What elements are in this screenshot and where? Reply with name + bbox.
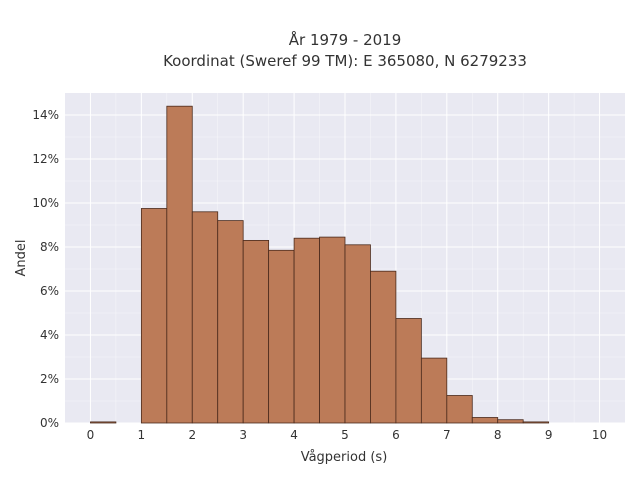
x-tick-label: 7 <box>443 428 451 442</box>
y-axis-label: Andel <box>14 240 29 277</box>
x-tick-label: 8 <box>494 428 502 442</box>
x-tick-label: 2 <box>188 428 196 442</box>
histogram-bar <box>471 417 499 424</box>
histogram-bar <box>293 237 320 424</box>
histogram-bar <box>140 208 168 424</box>
x-tick-label: 1 <box>138 428 146 442</box>
histogram-bar <box>370 270 397 424</box>
x-tick-label: 10 <box>592 428 607 442</box>
histogram-bar <box>395 318 422 424</box>
histogram-bar <box>319 236 346 424</box>
y-tick-label: 10% <box>32 196 59 210</box>
y-tick-label: 12% <box>32 152 59 166</box>
x-tick-label: 0 <box>87 428 95 442</box>
x-tick-label: 3 <box>239 428 247 442</box>
histogram-bar <box>191 211 219 424</box>
x-axis-label: Vågperiod (s) <box>301 450 388 465</box>
histogram-bar <box>497 419 524 424</box>
histogram-bar <box>217 220 244 424</box>
histogram-bar <box>420 357 448 424</box>
y-tick-label: 4% <box>40 328 59 342</box>
y-tick-label: 0% <box>40 416 59 430</box>
y-tick-label: 6% <box>40 284 59 298</box>
x-tick-label: 9 <box>545 428 553 442</box>
chart-title-line1: År 1979 - 2019 <box>289 30 402 49</box>
y-tick-label: 14% <box>32 108 59 122</box>
x-tick-label: 5 <box>341 428 349 442</box>
histogram-bar <box>242 239 270 424</box>
x-tick-label: 6 <box>392 428 400 442</box>
y-tick-label: 2% <box>40 372 59 386</box>
histogram-bar <box>522 421 550 424</box>
histogram-bar <box>90 421 117 424</box>
x-ticks: 0 1 2 3 4 5 6 7 8 9 10 <box>87 428 608 442</box>
x-tick-label: 4 <box>290 428 298 442</box>
histogram-bar <box>446 395 473 424</box>
histogram-bar <box>268 249 295 424</box>
histogram-bar <box>166 105 193 424</box>
histogram-bar <box>344 244 371 424</box>
y-tick-label: 8% <box>40 240 59 254</box>
bars <box>90 105 550 424</box>
y-ticks: 0% 2% 4% 6% 8% 10% 12% 14% <box>32 108 59 430</box>
chart-title-line2: Koordinat (Sweref 99 TM): E 365080, N 62… <box>163 52 527 70</box>
